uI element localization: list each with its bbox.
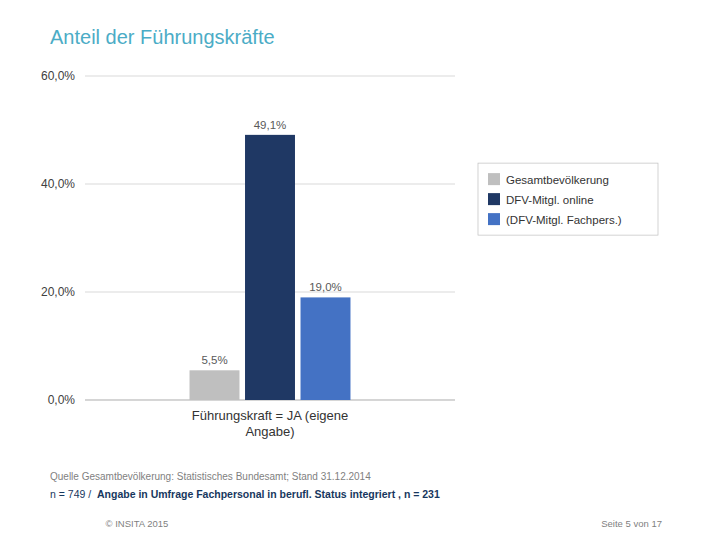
bar [245, 135, 295, 400]
grid-line [85, 76, 455, 77]
y-tick-label: 60,0% [41, 69, 75, 83]
footer-note-bold: Angabe in Umfrage Fachpersonal in berufl… [97, 488, 440, 500]
bar [301, 297, 351, 400]
bar [190, 370, 240, 400]
grid [85, 76, 455, 400]
title: Anteil der Führungskräfte [50, 26, 275, 48]
x-tick-label: Führungskraft = JA (eigeneAngabe) [192, 408, 348, 439]
y-tick-label: 0,0% [48, 393, 76, 407]
footer-page: Seite 5 von 17 [601, 518, 662, 529]
chart: Anteil der Führungskräfte 0,0% 20,0% 40,0% 6… [0, 0, 720, 540]
footer-note-normal: n = 749 / [50, 488, 97, 500]
legend-frame [478, 163, 658, 235]
footer-note: n = 749 / Angabe in Umfrage Fachpersonal… [50, 488, 440, 500]
legend-swatch [488, 213, 500, 225]
x-tick-label-line: Führungskraft = JA (eigene [192, 408, 348, 423]
legend-label: (DFV-Mitgl. Fachpers.) [506, 214, 622, 226]
y-tick-label: 20,0% [41, 285, 75, 299]
data-label: 19,0% [309, 281, 342, 293]
legend-label: DFV-Mitgl. online [506, 194, 594, 206]
y-tick-label: 40,0% [41, 177, 75, 191]
data-labels: 5,5% 49,1% 19,0% [201, 119, 341, 366]
data-label: 5,5% [201, 354, 227, 366]
legend-swatch [488, 173, 500, 185]
bars [190, 135, 351, 400]
data-label: 49,1% [254, 119, 287, 131]
x-tick-label-line: Angabe) [245, 424, 294, 439]
footer-source: Quelle Gesamtbevölkerung: Statistisches … [50, 471, 371, 482]
legend-swatch [488, 193, 500, 205]
legend-label: Gesamtbevölkerung [506, 174, 609, 186]
legend: Gesamtbevölkerung DFV-Mitgl. online (DFV-M… [478, 163, 658, 235]
footer-copyright: © INSITA 2015 [106, 518, 169, 529]
